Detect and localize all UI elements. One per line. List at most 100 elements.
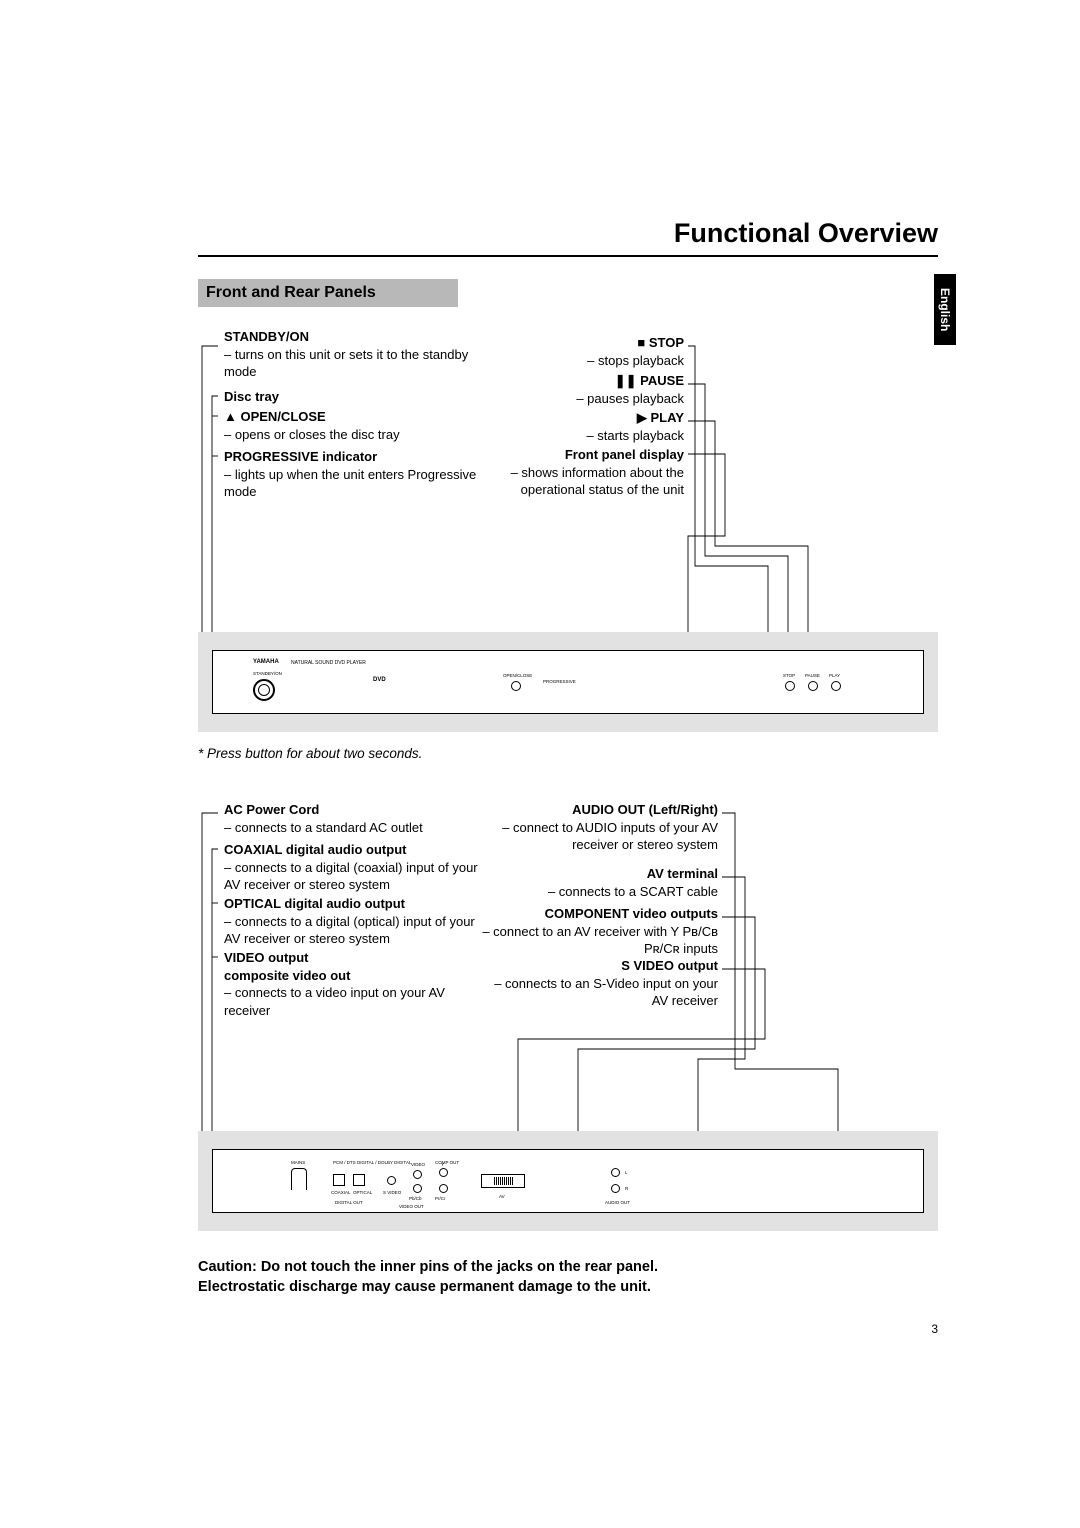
callout-title: VIDEO output [224,949,494,967]
callout-title: ▶ PLAY [484,409,684,427]
page-title: Functional Overview [198,218,938,255]
callout-title: COAXIAL digital audio output [224,841,494,859]
callout-title2: composite video out [224,967,494,985]
audio-l-label: L [625,1170,628,1175]
callout-desc: – connect to an AV receiver with Y Pʙ/Cʙ… [478,923,718,958]
callout-optical: OPTICAL digital audio output – connects … [224,895,494,948]
ac-cord-icon [291,1168,307,1190]
digital-out-label: DIGITAL OUT [335,1200,363,1205]
audio-out-label: AUDIO OUT [605,1200,630,1205]
device-subtitle: NATURAL SOUND DVD PLAYER [291,661,366,666]
digital-label: PCM / DTS DIGITAL / DOLBY DIGITAL [333,1160,411,1165]
callout-desc: – connects to an S-Video input on your A… [478,975,718,1010]
callout-desc: – connects to a digital (optical) input … [224,913,494,948]
callout-desc: – connects to a standard AC outlet [224,819,494,837]
press-note: * Press button for about two seconds. [198,746,938,761]
callout-desc: – lights up when the unit enters Progres… [224,466,484,501]
stop-button-icon [785,681,795,691]
callout-audio-out: AUDIO OUT (Left/Right) – connect to AUDI… [498,801,718,854]
callout-desc: – starts playback [484,427,684,445]
title-rule [198,255,938,257]
open-close-label: OPEN/CLOSE [503,673,532,678]
callout-display: Front panel display – shows information … [464,446,684,499]
play-label: PLAY [829,673,840,678]
svideo-jack-icon [387,1176,396,1185]
pb-jack-icon [413,1184,422,1193]
optical-jack-icon [353,1174,365,1186]
callout-desc: – stops playback [484,352,684,370]
callout-title: COMPONENT video outputs [478,905,718,923]
mains-label: MAINS [291,1160,305,1165]
rear-panel-callouts: AC Power Cord – connects to a standard A… [198,801,938,1131]
callout-desc: – shows information about the operationa… [464,464,684,499]
standby-label: STANDBY/ON [253,671,282,676]
stop-label: STOP [783,673,795,678]
scart-connector-icon [481,1174,525,1188]
callout-title: AV terminal [498,865,718,883]
callout-title: ■ STOP [484,334,684,352]
pr-label: Pr/Cr [435,1196,446,1201]
progressive-label: PROGRESSIVE [543,679,576,684]
audio-r-label: R [625,1186,628,1191]
callout-title: STANDBY/ON [224,328,484,346]
open-close-button-icon [511,681,521,691]
callout-pause: ❚❚ PAUSE – pauses playback [484,372,684,407]
front-device: YAMAHA NATURAL SOUND DVD PLAYER STANDBY/… [212,650,924,714]
optical-label: OPTICAL [353,1190,372,1195]
pause-button-icon [808,681,818,691]
callout-open-close: ▲ OPEN/CLOSE – opens or closes the disc … [224,408,484,443]
callout-desc: – turns on this unit or sets it to the s… [224,346,484,381]
callout-svideo: S VIDEO output – connects to an S-Video … [478,957,718,1010]
callout-title: Front panel display [464,446,684,464]
callout-av-terminal: AV terminal – connects to a SCART cable [498,865,718,900]
callout-stop: ■ STOP – stops playback [484,334,684,369]
coaxial-jack-icon [333,1174,345,1186]
callout-desc: – connects to a SCART cable [498,883,718,901]
coaxial-label: COAXIAL [331,1190,351,1195]
callout-desc: – pauses playback [484,390,684,408]
callout-desc: – connects to a video input on your AV r… [224,984,494,1019]
caution-line2: Electrostatic discharge may cause perman… [198,1277,938,1297]
av-label: AV [499,1194,505,1199]
callout-desc: – connects to a digital (coaxial) input … [224,859,494,894]
front-panel-diagram: YAMAHA NATURAL SOUND DVD PLAYER STANDBY/… [198,632,938,732]
brand-label: YAMAHA [253,659,279,665]
callout-title: Disc tray [224,388,484,406]
callout-component: COMPONENT video outputs – connect to an … [478,905,718,958]
callout-title: ▲ OPEN/CLOSE [224,408,484,426]
callout-title: ❚❚ PAUSE [484,372,684,390]
audio-r-jack-icon [611,1184,620,1193]
callout-title: AC Power Cord [224,801,494,819]
pr-jack-icon [439,1184,448,1193]
callout-progressive: PROGRESSIVE indicator – lights up when t… [224,448,484,501]
callout-title: S VIDEO output [478,957,718,975]
y-jack-icon [439,1168,448,1177]
callout-title: OPTICAL digital audio output [224,895,494,913]
callout-title: AUDIO OUT (Left/Right) [498,801,718,819]
audio-l-jack-icon [611,1168,620,1177]
callout-video-out: VIDEO output composite video out – conne… [224,949,494,1019]
callout-desc: – connect to AUDIO inputs of your AV rec… [498,819,718,854]
rear-panel-diagram: MAINS PCM / DTS DIGITAL / DOLBY DIGITAL … [198,1131,938,1231]
callout-standby: STANDBY/ON – turns on this unit or sets … [224,328,484,381]
component-label: COMP OUT [435,1160,459,1165]
page-content: Functional Overview Front and Rear Panel… [198,218,938,1336]
caution-line1: Caution: Do not touch the inner pins of … [198,1257,938,1277]
video-jack-icon [413,1170,422,1179]
y-label: Y [441,1162,444,1167]
callout-disc-tray: Disc tray [224,388,484,406]
page-number: 3 [198,1322,938,1336]
video-out-label: VIDEO OUT [399,1204,424,1209]
dvd-logo: DVD [373,677,386,683]
callout-title: PROGRESSIVE indicator [224,448,484,466]
callout-desc: – opens or closes the disc tray [224,426,484,444]
rear-device: MAINS PCM / DTS DIGITAL / DOLBY DIGITAL … [212,1149,924,1213]
play-button-icon [831,681,841,691]
callout-play: ▶ PLAY – starts playback [484,409,684,444]
callout-coaxial: COAXIAL digital audio output – connects … [224,841,494,894]
pb-label: Pb/Cb [409,1196,422,1201]
front-panel-callouts: STANDBY/ON – turns on this unit or sets … [198,322,938,632]
standby-button-icon [253,679,275,701]
svideo-label: S VIDEO [383,1190,401,1195]
callout-ac-cord: AC Power Cord – connects to a standard A… [224,801,494,836]
